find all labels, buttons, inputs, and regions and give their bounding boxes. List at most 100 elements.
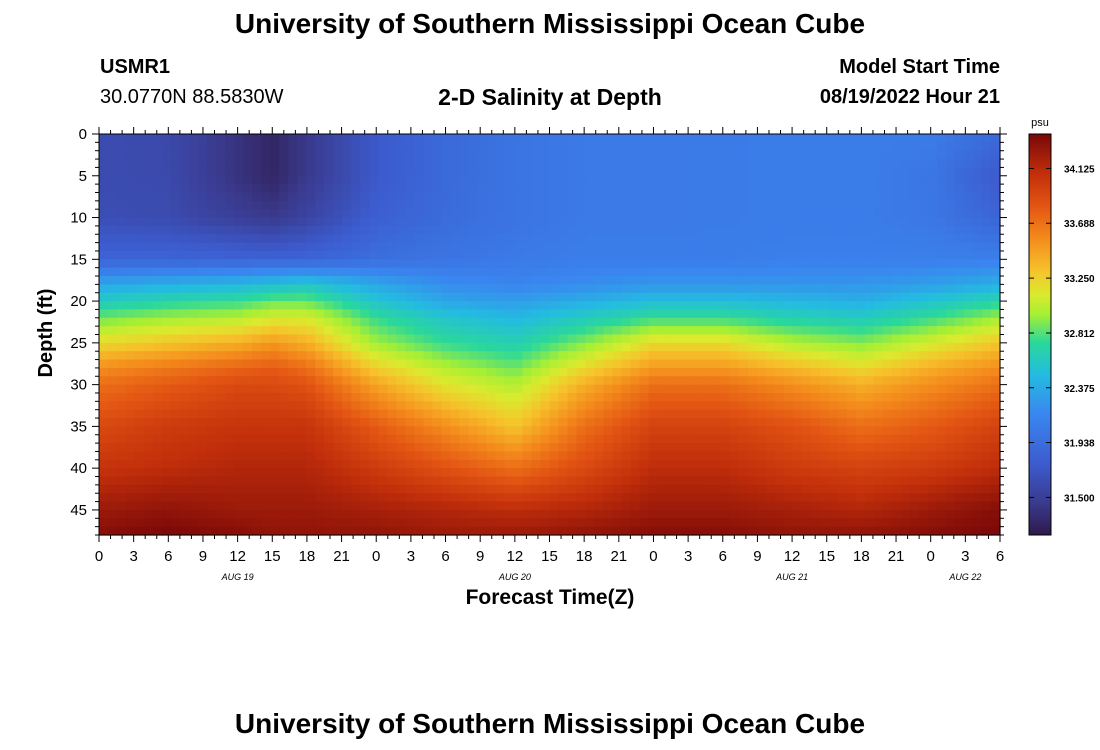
heatmap-cell [513, 342, 524, 352]
heatmap-cell [108, 392, 118, 402]
heatmap-cell [972, 342, 983, 352]
heatmap-cell [639, 167, 650, 177]
heatmap-cell [540, 225, 551, 235]
heatmap-cell [162, 384, 172, 394]
heatmap-cell [180, 301, 190, 311]
heatmap-cell [522, 468, 533, 478]
heatmap-cell [423, 134, 433, 143]
heatmap-cell [648, 217, 659, 227]
heatmap-cell [387, 342, 397, 352]
heatmap-cell [945, 409, 956, 419]
heatmap-cell [306, 175, 316, 185]
heatmap-cell [648, 351, 659, 361]
heatmap-cell [702, 309, 713, 319]
heatmap-cell [756, 334, 767, 344]
heatmap-cell [360, 484, 370, 494]
heatmap-cell [171, 250, 181, 260]
heatmap-cell [567, 443, 578, 453]
heatmap-cell [477, 376, 488, 386]
heatmap-cell [126, 192, 136, 202]
heatmap-cell [288, 493, 298, 503]
heatmap-cell [693, 509, 704, 519]
heatmap-cell [981, 434, 992, 444]
heatmap-cell [711, 376, 722, 386]
heatmap-cell [774, 426, 785, 436]
heatmap-cell [126, 217, 136, 227]
heatmap-cell [99, 159, 109, 169]
heatmap-cell [189, 367, 199, 377]
heatmap-cell [846, 192, 857, 202]
heatmap-cell [927, 501, 938, 511]
heatmap-cell [162, 443, 172, 453]
heatmap-cell [918, 267, 929, 277]
heatmap-cell [378, 359, 388, 369]
heatmap-cell [612, 209, 623, 219]
heatmap-cell [837, 451, 848, 461]
heatmap-cell [396, 443, 406, 453]
heatmap-cell [243, 351, 253, 361]
heatmap-cell [567, 468, 578, 478]
heatmap-cell [342, 443, 352, 453]
heatmap-cell [666, 150, 677, 160]
heatmap-cell [909, 418, 920, 427]
heatmap-cell [117, 217, 127, 227]
heatmap-cell [675, 392, 686, 402]
heatmap-cell [369, 301, 379, 311]
heatmap-cell [981, 342, 992, 352]
heatmap-cell [468, 401, 479, 411]
heatmap-cell [684, 476, 695, 486]
heatmap-cell [153, 217, 163, 227]
heatmap-cell [99, 434, 109, 444]
heatmap-cell [675, 342, 686, 352]
heatmap-cell [585, 434, 596, 444]
heatmap-cell [801, 342, 812, 352]
heatmap-cell [720, 167, 731, 177]
heatmap-cell [828, 459, 839, 469]
heatmap-cell [549, 217, 560, 227]
heatmap-cell [279, 526, 289, 536]
heatmap-cell [684, 367, 695, 377]
heatmap-cell [846, 351, 857, 361]
heatmap-cell [405, 334, 415, 344]
heatmap-cell [144, 443, 154, 453]
heatmap-cell [792, 434, 803, 444]
heatmap-cell [126, 267, 136, 277]
heatmap-cell [540, 501, 551, 511]
heatmap-cell [216, 334, 226, 344]
heatmap-cell [567, 192, 578, 202]
heatmap-cell [387, 175, 397, 185]
heatmap-cell [891, 142, 902, 152]
heatmap-cell [702, 451, 713, 461]
heatmap-cell [351, 217, 361, 227]
heatmap-cell [990, 526, 1001, 536]
heatmap-cell [666, 509, 677, 519]
heatmap-cell [396, 217, 406, 227]
heatmap-cell [576, 167, 587, 177]
heatmap-cell [630, 476, 641, 486]
heatmap-cell [729, 159, 740, 169]
heatmap-cell [927, 301, 938, 311]
heatmap-cell [495, 142, 506, 152]
heatmap-cell [864, 476, 875, 486]
heatmap-cell [324, 426, 334, 436]
heatmap-cell [459, 209, 470, 219]
heatmap-cell [180, 234, 190, 244]
heatmap-cell [666, 493, 677, 503]
heatmap-cell [612, 367, 623, 377]
heatmap-cell [954, 276, 965, 285]
heatmap-cell [873, 159, 884, 169]
heatmap-cell [639, 242, 650, 252]
heatmap-cell [765, 250, 776, 260]
heatmap-cell [648, 518, 659, 528]
heatmap-cell [783, 250, 794, 260]
heatmap-cell [981, 159, 992, 169]
heatmap-cell [612, 359, 623, 369]
heatmap-cell [522, 192, 533, 202]
heatmap-cell [720, 284, 731, 294]
heatmap-cell [99, 392, 109, 402]
heatmap-cell [315, 351, 325, 361]
heatmap-cell [639, 459, 650, 469]
heatmap-cell [414, 234, 424, 244]
heatmap-cell [288, 150, 298, 160]
heatmap-cell [738, 317, 749, 327]
